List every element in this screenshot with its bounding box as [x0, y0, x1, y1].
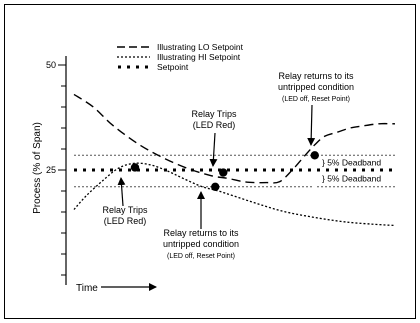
relay-point-marker [130, 163, 140, 172]
legend-label: Setpoint [157, 62, 189, 72]
relay-point-marker [219, 168, 228, 177]
relay-point-marker [310, 151, 319, 160]
y-axis: 50 25 [46, 56, 67, 285]
annotations: Relay Trips(LED Red)Relay Trips(LED Red)… [102, 71, 354, 260]
y-tick-label: 50 [46, 60, 56, 70]
deadband-label: } 5% Deadband [322, 158, 381, 168]
legend-label: Illustrating HI Setpoint [157, 52, 241, 62]
annotation-arrow [117, 177, 126, 207]
legend-label: Illustrating LO Setpoint [157, 42, 244, 52]
annotation-text: untripped condition [278, 82, 354, 92]
markers-layer [130, 151, 319, 191]
x-axis-title: Time [76, 283, 98, 294]
reference-lines: } 5% Deadband } 5% Deadband [74, 154, 395, 188]
annotation-arrow [307, 104, 316, 146]
annotation-arrow [209, 132, 218, 167]
series-layer [73, 93, 396, 227]
annotation-note: (LED off, Reset Point) [282, 96, 350, 103]
annotation-text: Relay returns to its [163, 228, 239, 238]
annotation-text: (LED Red) [193, 120, 236, 130]
series-line-dashed [73, 93, 396, 184]
annotation-text: untripped condition [163, 239, 239, 249]
annotation-text: Relay Trips [102, 205, 148, 215]
y-axis-title: Process (% of Span) [32, 122, 43, 214]
relay-point-marker [211, 182, 220, 191]
annotation-text: Relay returns to its [278, 71, 354, 81]
deadband-label: } 5% Deadband [322, 173, 381, 183]
y-tick-label: 25 [46, 165, 56, 175]
annotation-note: (LED off, Reset Point) [167, 253, 235, 260]
annotation-text: Relay Trips [191, 109, 237, 119]
annotation-text: (LED Red) [104, 216, 147, 226]
